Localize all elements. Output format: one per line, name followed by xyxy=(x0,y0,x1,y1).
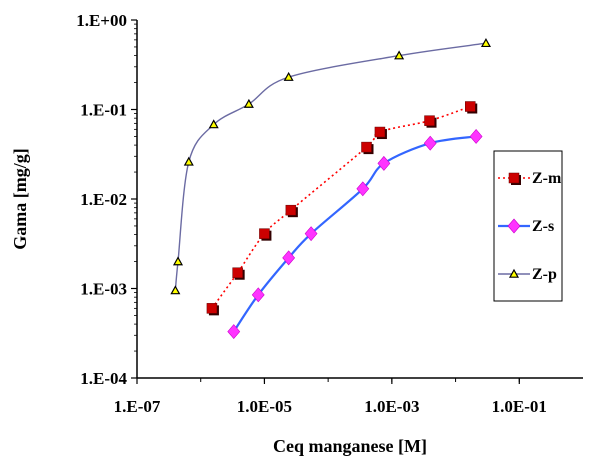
y-axis-ticks: 1.E+00 1.E-01 1.E-02 1.E-03 1.E-04 xyxy=(76,11,137,388)
square-marker xyxy=(465,101,478,114)
diamond-marker xyxy=(227,324,241,340)
square-marker xyxy=(508,172,521,185)
y-axis-title: Gama [mg/g] xyxy=(10,148,30,249)
triangle-marker xyxy=(208,119,219,129)
marker-face xyxy=(465,101,476,112)
diamond-marker xyxy=(377,155,391,171)
series-z-m xyxy=(206,101,478,316)
marker-face xyxy=(508,172,520,184)
diamond-marker xyxy=(507,218,521,234)
y-tick-label: 1.E-02 xyxy=(80,190,127,209)
square-marker xyxy=(259,228,272,241)
legend: Z-m Z-s Z-p xyxy=(493,150,563,302)
square-marker xyxy=(232,267,245,280)
x-tick-label: 1.0E-03 xyxy=(364,397,419,416)
series-layer xyxy=(170,38,491,340)
square-marker xyxy=(206,303,219,316)
legend-item-z-m: Z-m xyxy=(498,170,562,187)
marker-face xyxy=(361,141,372,153)
square-marker xyxy=(424,115,437,128)
legend-item-z-s: Z-s xyxy=(498,218,554,235)
y-tick-label: 1.E-03 xyxy=(80,280,127,299)
legend-item-z-p: Z-p xyxy=(498,266,557,283)
y-tick-label: 1.E-04 xyxy=(80,369,127,388)
diamond-marker xyxy=(282,250,296,266)
triangle-marker xyxy=(394,50,405,60)
triangle-marker xyxy=(508,268,520,278)
marker-face xyxy=(259,228,270,239)
diamond-marker xyxy=(423,135,437,151)
marker-face xyxy=(374,126,386,138)
x-axis-title: Ceq manganese [M] xyxy=(273,436,427,456)
legend-label: Z-s xyxy=(532,218,554,235)
plot-area: 1.E+00 1.E-01 1.E-02 1.E-03 1.E-04 1.E-07 1.0… xyxy=(76,11,583,416)
triangle-marker xyxy=(480,38,491,48)
triangle-marker xyxy=(172,256,184,266)
marker-face xyxy=(424,115,435,126)
marker-face xyxy=(206,303,218,314)
x-axis-ticks: 1.E-07 1.0E-05 1.0E-03 1.0E-01 xyxy=(114,378,547,416)
legend-label: Z-p xyxy=(532,266,557,283)
triangle-marker xyxy=(283,71,294,81)
square-marker xyxy=(374,126,387,140)
series-z-p xyxy=(170,38,491,295)
x-tick-label: 1.0E-01 xyxy=(492,397,547,416)
series-line xyxy=(211,105,471,309)
marker-face xyxy=(285,204,297,216)
square-marker xyxy=(361,141,374,155)
legend-items: Z-m Z-s Z-p xyxy=(498,170,562,283)
x-tick-label: 1.0E-05 xyxy=(237,397,292,416)
diamond-marker xyxy=(304,226,318,242)
x-tick-label: 1.E-07 xyxy=(114,397,161,416)
legend-label: Z-m xyxy=(532,170,562,187)
diamond-marker xyxy=(251,287,265,303)
series-z-s xyxy=(227,128,483,340)
triangle-marker xyxy=(170,285,181,295)
square-marker xyxy=(285,204,298,218)
triangle-marker xyxy=(183,156,194,166)
diamond-marker xyxy=(356,181,370,197)
y-tick-label: 1.E+00 xyxy=(76,11,127,30)
triangle-marker xyxy=(243,98,254,108)
marker-face xyxy=(232,267,243,278)
y-tick-label: 1.E-01 xyxy=(80,101,127,120)
diamond-marker xyxy=(469,128,483,144)
series-line xyxy=(174,42,487,291)
